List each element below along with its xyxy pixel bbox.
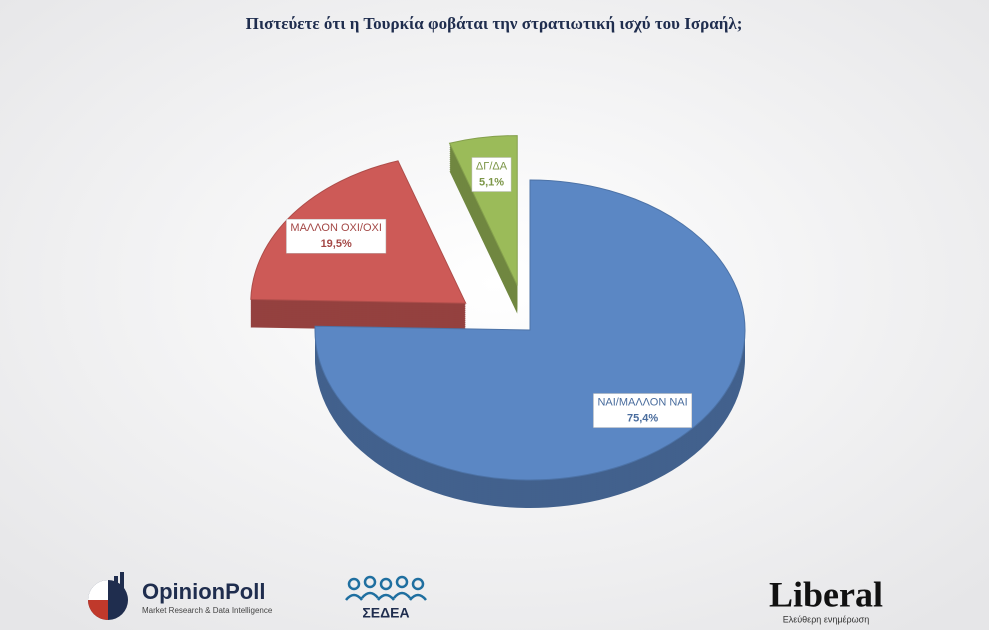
labels: ΝΑΙ/ΜΑΛΛΟΝ ΝΑΙ 75,4% ΜΑΛΛΟΝ ΟΧΙ/ΟΧΙ 19,5% ΔΓ…	[286, 157, 692, 428]
data-label-category: ΔΓ/ΔΑ	[476, 160, 508, 172]
data-label-category: ΝΑΙ/ΜΑΛΛΟΝ ΝΑΙ	[597, 396, 687, 408]
sedea-name: ΣΕΔΕΑ	[362, 605, 409, 621]
data-label-value: 5,1%	[479, 176, 504, 188]
data-label-box	[593, 393, 692, 428]
data-label-category: ΜΑΛΛΟΝ ΟΧΙ/ΟΧΙ	[290, 222, 381, 234]
liberal-logo: Liberal Ελεύθερη ενημέρωση	[769, 574, 883, 624]
opinionpoll-logo: OpinionPoll Market Research & Data Intel…	[88, 572, 273, 620]
data-label: ΔΓ/ΔΑ 5,1%	[471, 157, 512, 192]
opinionpoll-tagline: Market Research & Data Intelligence	[142, 606, 273, 615]
liberal-tagline: Ελεύθερη ενημέρωση	[783, 614, 870, 624]
liberal-name: Liberal	[769, 574, 883, 614]
data-label-box	[286, 218, 387, 254]
data-label: ΝΑΙ/ΜΑΛΛΟΝ ΝΑΙ 75,4%	[593, 393, 692, 428]
data-label-value: 19,5%	[321, 238, 352, 250]
data-label-box	[471, 157, 512, 192]
opinionpoll-name: OpinionPoll	[142, 579, 265, 604]
chart-title: Πιστεύετε ότι η Τουρκία φοβάται την στρα…	[246, 14, 743, 33]
data-label: ΜΑΛΛΟΝ ΟΧΙ/ΟΧΙ 19,5%	[286, 218, 387, 254]
sedea-logo: ΣΕΔΕΑ	[345, 575, 427, 621]
data-label-value: 75,4%	[627, 412, 658, 424]
